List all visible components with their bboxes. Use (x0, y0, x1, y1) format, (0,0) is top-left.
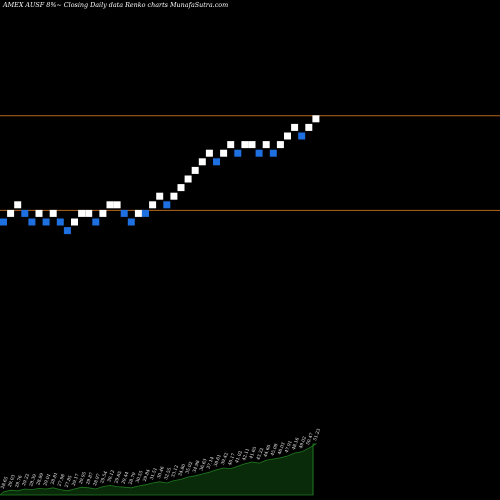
up-brick (14, 201, 22, 209)
down-brick (56, 218, 64, 226)
volume-label: 31.51 (150, 467, 159, 481)
up-brick (99, 209, 107, 217)
down-brick (163, 201, 171, 209)
volume-label: 28.81 (50, 472, 59, 486)
volume-label: 29.87 (86, 472, 95, 486)
volume-label: 29.65 (114, 471, 123, 485)
volume-label: 42.11 (242, 448, 251, 462)
up-brick (85, 209, 93, 217)
down-brick (92, 218, 100, 226)
volume-label: 29.44 (121, 471, 130, 485)
down-brick (42, 218, 50, 226)
volume-label: 29.54 (100, 471, 109, 485)
up-brick (113, 201, 121, 209)
up-brick (170, 192, 178, 200)
volume-label: 30.46 (157, 466, 166, 480)
up-brick (312, 115, 320, 123)
up-brick (220, 149, 228, 157)
up-brick (291, 123, 299, 131)
volume-area-shape (0, 443, 318, 496)
volume-label: 37.14 (207, 456, 216, 470)
volume-label: 29.01 (43, 473, 52, 487)
volume-label: 34.98 (192, 460, 201, 474)
volume-label: 29.03 (8, 474, 17, 488)
up-brick (305, 123, 313, 131)
up-brick (149, 201, 157, 209)
chart-title: AMEX AUSF 8%~ Closing Daily data Renko c… (2, 1, 228, 9)
renko-bricks (0, 115, 320, 235)
volume-label: 45.08 (270, 443, 279, 457)
volume-label: 43.22 (256, 447, 265, 461)
volume-label: 27.85 (65, 475, 74, 489)
up-brick (156, 192, 164, 200)
down-brick (127, 218, 135, 226)
volume-label: 41.02 (235, 450, 244, 464)
volume-label: 30.12 (107, 469, 116, 483)
volume-label: 32.55 (164, 467, 173, 481)
up-brick (78, 209, 86, 217)
down-brick (120, 209, 128, 217)
up-brick (184, 175, 192, 183)
volume-label: 30.55 (136, 470, 145, 484)
up-brick (106, 201, 114, 209)
down-brick (213, 158, 220, 166)
volume-label: 29.95 (79, 471, 88, 485)
volume-label: 29.17 (72, 473, 81, 487)
down-brick (63, 227, 71, 235)
up-brick (49, 209, 57, 217)
volume-label: 34.80 (178, 463, 187, 477)
volume-label: 35.02 (185, 461, 194, 475)
volume-label: 28.65 (1, 476, 10, 490)
volume-label: 41.65 (249, 446, 258, 460)
volume-label: 29.84 (143, 469, 152, 483)
volume-label: 48.16 (292, 437, 301, 451)
volume-label: 44.60 (263, 444, 272, 458)
volume-label: 46.03 (278, 442, 287, 456)
up-brick (248, 141, 256, 149)
down-brick (28, 218, 36, 226)
up-brick (134, 209, 142, 217)
up-brick (276, 141, 284, 149)
volume-label: 39.42 (221, 452, 230, 466)
up-brick (262, 141, 270, 149)
down-brick (234, 149, 242, 157)
volume-label: 50.47 (306, 432, 315, 446)
volume-label: 49.02 (299, 436, 308, 450)
down-brick (0, 218, 7, 226)
volume-label: 51.23 (313, 428, 322, 442)
volume-label: 29.22 (22, 473, 31, 487)
up-brick (205, 149, 213, 157)
down-brick (142, 209, 149, 217)
up-brick (71, 218, 78, 226)
volume-labels: 28.6529.0329.7629.2228.3928.8929.0128.81… (1, 428, 322, 490)
down-brick (255, 149, 263, 157)
down-brick (21, 209, 29, 217)
up-brick (241, 141, 249, 149)
up-brick (177, 184, 185, 192)
volume-label: 28.39 (29, 474, 38, 488)
volume-label: 28.79 (128, 472, 137, 486)
up-brick (7, 209, 15, 217)
volume-label: 33.12 (171, 465, 180, 479)
up-brick (191, 166, 199, 174)
volume-label: 28.97 (93, 473, 102, 487)
up-brick (198, 158, 206, 166)
down-brick (298, 132, 306, 140)
volume-label: 36.63 (199, 458, 208, 472)
up-brick (284, 132, 291, 140)
volume-label: 27.98 (57, 474, 66, 488)
volume-label: 28.89 (36, 472, 45, 486)
up-brick (227, 141, 235, 149)
up-brick (35, 209, 43, 217)
volume-label: 29.76 (15, 475, 24, 489)
volume-area (0, 443, 318, 496)
down-brick (269, 149, 277, 157)
volume-label: 40.17 (228, 453, 237, 467)
volume-label: 47.91 (285, 440, 294, 454)
volume-label: 38.61 (214, 454, 223, 468)
